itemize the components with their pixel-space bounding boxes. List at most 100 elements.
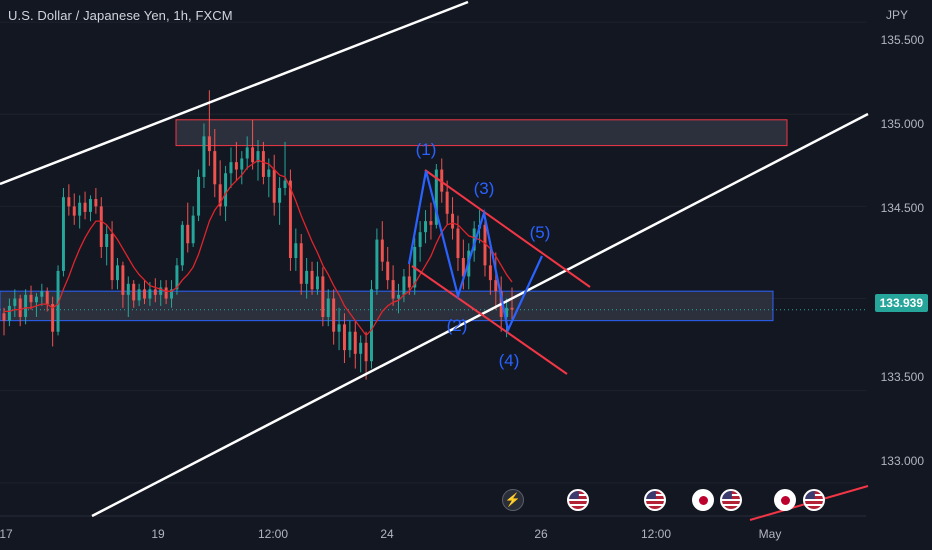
candle[interactable]: [359, 335, 363, 373]
support-zone[interactable]: [0, 290, 774, 322]
flash-icon[interactable]: ⚡: [502, 489, 524, 511]
candle[interactable]: [283, 141, 287, 196]
candle[interactable]: [278, 176, 282, 225]
candle[interactable]: [240, 151, 244, 185]
candle[interactable]: [315, 261, 319, 295]
candle[interactable]: [348, 320, 352, 358]
candle[interactable]: [510, 287, 514, 321]
candle[interactable]: [18, 294, 22, 327]
candle[interactable]: [407, 261, 411, 295]
candle[interactable]: [386, 246, 390, 290]
candle[interactable]: [51, 296, 55, 347]
candle[interactable]: [245, 136, 249, 170]
candle[interactable]: [121, 261, 125, 308]
candle[interactable]: [418, 221, 422, 262]
candle[interactable]: [191, 206, 195, 247]
candle[interactable]: [424, 210, 428, 244]
resistance-zone[interactable]: [175, 119, 788, 147]
candle[interactable]: [234, 141, 238, 181]
candle[interactable]: [2, 307, 6, 336]
candle[interactable]: [105, 224, 109, 266]
candle[interactable]: [332, 289, 336, 345]
candle[interactable]: [45, 287, 49, 312]
candle[interactable]: [202, 123, 206, 188]
candle[interactable]: [170, 280, 174, 308]
moving-average-line[interactable]: [4, 159, 513, 337]
jp-flag-icon[interactable]: [774, 489, 796, 511]
candle[interactable]: [402, 269, 406, 303]
candle[interactable]: [29, 285, 33, 310]
candle[interactable]: [483, 213, 487, 277]
candle[interactable]: [83, 191, 87, 220]
candle[interactable]: [337, 307, 341, 351]
candle[interactable]: [299, 234, 303, 295]
candle[interactable]: [288, 169, 292, 271]
candle[interactable]: [353, 320, 357, 369]
candle[interactable]: [218, 160, 222, 216]
candle[interactable]: [40, 283, 44, 306]
candle[interactable]: [321, 267, 325, 327]
us-flag-icon[interactable]: [644, 489, 666, 511]
us-flag-icon[interactable]: [567, 489, 589, 511]
jp-flag-icon[interactable]: [692, 489, 714, 511]
candle[interactable]: [310, 261, 314, 295]
candle[interactable]: [305, 258, 309, 299]
candle[interactable]: [72, 193, 76, 225]
candle[interactable]: [451, 197, 455, 240]
candle[interactable]: [494, 252, 498, 310]
candle[interactable]: [116, 258, 119, 290]
candle[interactable]: [488, 246, 492, 295]
channel-upper-line[interactable]: [0, 0, 469, 186]
candle[interactable]: [440, 158, 444, 203]
candle[interactable]: [7, 298, 11, 327]
candle[interactable]: [164, 280, 168, 305]
candle[interactable]: [294, 228, 298, 271]
candle[interactable]: [186, 202, 190, 253]
us-flag-icon[interactable]: [803, 489, 825, 511]
candle[interactable]: [24, 289, 28, 325]
candle[interactable]: [159, 280, 163, 306]
candle[interactable]: [137, 283, 141, 306]
candle[interactable]: [380, 221, 384, 271]
candle[interactable]: [99, 197, 103, 258]
candle-body: [461, 258, 465, 277]
candle[interactable]: [445, 180, 449, 225]
candle[interactable]: [78, 195, 82, 229]
wedge-lower-line[interactable]: [411, 265, 568, 375]
candle[interactable]: [429, 202, 433, 240]
candle[interactable]: [175, 258, 179, 295]
candle[interactable]: [397, 283, 400, 314]
candle[interactable]: [88, 195, 92, 222]
candle[interactable]: [375, 228, 379, 295]
candle[interactable]: [13, 289, 17, 317]
candle[interactable]: [261, 141, 265, 185]
candle[interactable]: [132, 280, 136, 308]
candle[interactable]: [391, 265, 395, 306]
candle[interactable]: [370, 280, 373, 369]
candle[interactable]: [251, 119, 255, 170]
channel-lower-line[interactable]: [91, 112, 869, 518]
candle[interactable]: [153, 278, 157, 303]
candle[interactable]: [434, 164, 438, 229]
candle[interactable]: [180, 221, 184, 271]
candle[interactable]: [126, 276, 130, 317]
wedge-upper-line[interactable]: [424, 169, 591, 288]
candle[interactable]: [67, 184, 71, 216]
candle[interactable]: [272, 154, 276, 216]
candle[interactable]: [213, 129, 217, 198]
candle[interactable]: [94, 187, 98, 214]
candle[interactable]: [143, 280, 146, 305]
candle[interactable]: [364, 331, 368, 380]
elliott-wave-path[interactable]: [407, 170, 543, 334]
us-flag-icon[interactable]: [720, 489, 742, 511]
wave-label-2: (2): [447, 316, 468, 335]
candle[interactable]: [197, 169, 201, 222]
candle[interactable]: [326, 289, 330, 327]
candle[interactable]: [229, 147, 233, 188]
candle[interactable]: [34, 293, 38, 317]
candle[interactable]: [56, 265, 60, 336]
candle[interactable]: [61, 187, 65, 277]
candle[interactable]: [342, 313, 346, 364]
